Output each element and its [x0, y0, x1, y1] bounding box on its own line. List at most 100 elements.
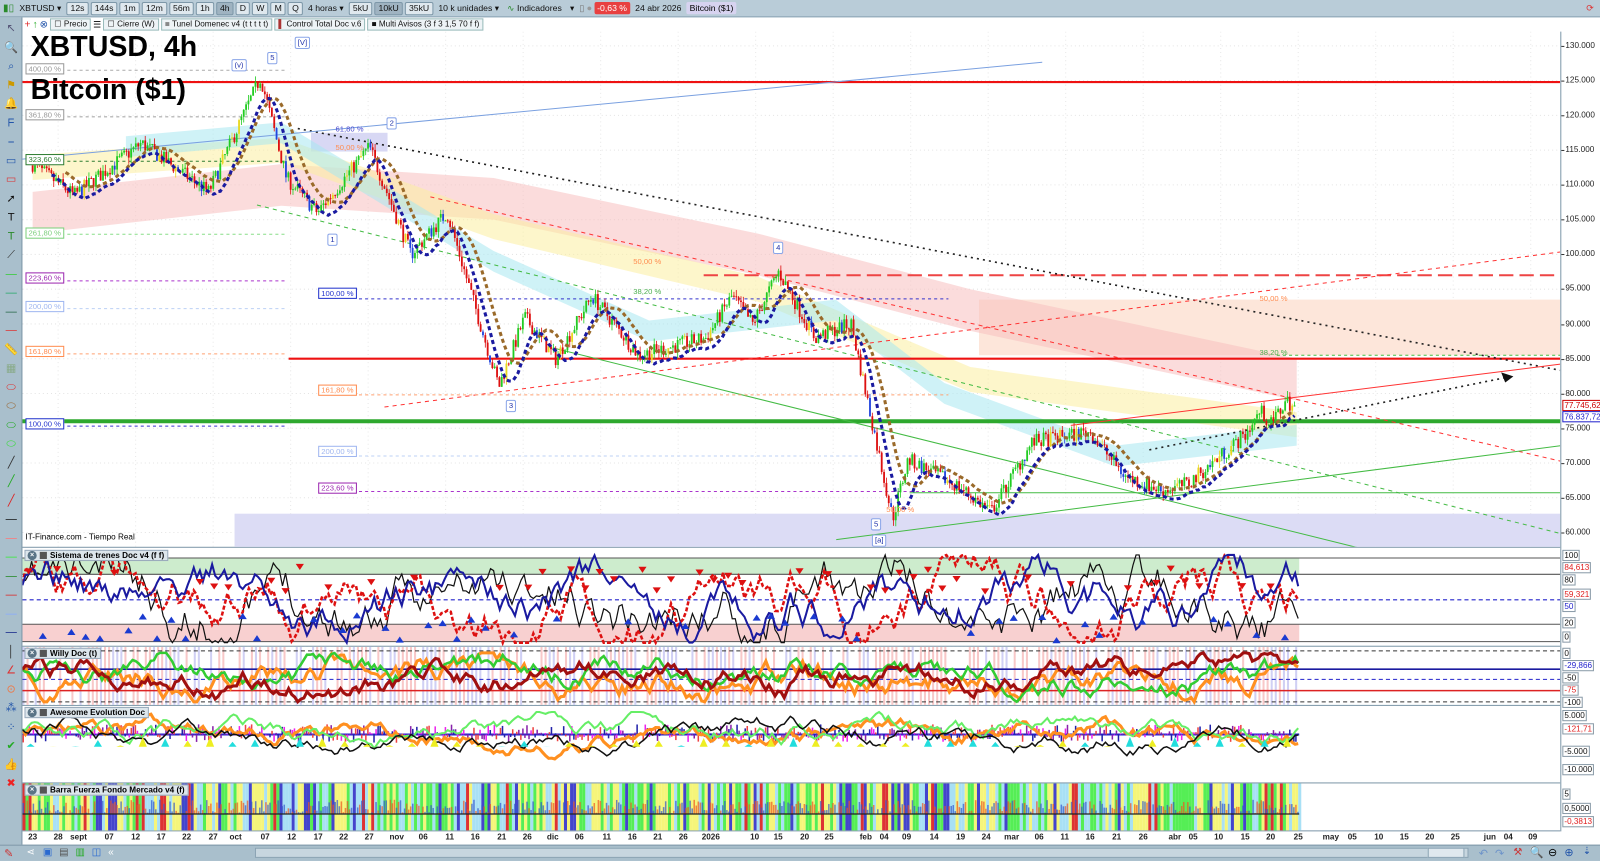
vline-icon[interactable]: │: [7, 645, 15, 658]
refresh-icon[interactable]: ⟳: [1586, 2, 1594, 13]
text-icon[interactable]: T: [7, 211, 15, 224]
hline-black-icon[interactable]: —: [5, 513, 17, 526]
wave-label[interactable]: 1: [327, 233, 338, 246]
close-panel-icon[interactable]: ×: [27, 648, 37, 658]
interval-1h-button[interactable]: 1h: [196, 1, 214, 15]
compare-icon[interactable]: ▥: [75, 846, 86, 858]
thumbs-up-icon[interactable]: 👍: [4, 758, 19, 771]
close-panel-icon[interactable]: ×: [27, 707, 37, 718]
legend-multi-avisos[interactable]: ■ Multi Avisos (3 f 3 1,5 70 f f): [367, 18, 484, 31]
template-icon[interactable]: ▤: [59, 846, 69, 858]
line-green-icon[interactable]: ╱: [7, 475, 15, 488]
wave-label[interactable]: 4: [773, 241, 784, 255]
close-panel-icon[interactable]: ×: [27, 785, 37, 795]
info-icon[interactable]: ▯: [579, 2, 585, 13]
hline-green-icon[interactable]: —: [5, 267, 17, 281]
collapse-icon[interactable]: «: [108, 846, 114, 858]
unit-10kU-button[interactable]: 10kU: [374, 1, 403, 15]
interval-4h-button[interactable]: 4h: [215, 1, 234, 15]
target-icon[interactable]: ⊙: [6, 682, 16, 696]
interval-M-button[interactable]: M: [270, 1, 286, 15]
ruler-icon[interactable]: 📏: [4, 343, 19, 356]
wave-label[interactable]: 5: [870, 518, 882, 531]
arrow-icon[interactable]: ➚: [6, 192, 16, 205]
rectangle-red-icon[interactable]: ▭: [5, 173, 17, 186]
undo-icon[interactable]: ↶: [1478, 847, 1489, 860]
line-black-icon[interactable]: ╱: [7, 456, 15, 469]
units-select[interactable]: 10 k unidades ▾: [438, 2, 500, 13]
interval-W-button[interactable]: W: [252, 1, 269, 15]
panel-willy[interactable]: × Willy Doc (t): [22, 646, 1561, 706]
wave-label[interactable]: 5: [267, 52, 278, 65]
callout-icon[interactable]: T: [7, 230, 15, 243]
ellipse-brown-icon[interactable]: ⬭: [6, 399, 17, 413]
segment-icon[interactable]: ⟋: [7, 248, 16, 262]
panel-sistema-trenes[interactable]: × Sistema de trenes Doc v4 (f f): [22, 549, 1561, 647]
interval-56m-button[interactable]: 56m: [168, 1, 194, 15]
settings-icon[interactable]: ⊗: [39, 18, 49, 31]
legend-tunel[interactable]: ■ Tunel Domenec v4 (t t t t t): [160, 18, 273, 31]
channel-icon[interactable]: ▦: [5, 362, 17, 375]
hline-red-icon[interactable]: —: [5, 324, 17, 337]
redo-icon[interactable]: ↷: [1495, 847, 1505, 860]
wave-label[interactable]: 2: [386, 117, 397, 130]
wave-label[interactable]: 3: [505, 399, 517, 413]
share-icon[interactable]: ⋖: [26, 846, 36, 858]
legend-control-total[interactable]: ▌ Control Total Doc v.6: [274, 18, 366, 31]
rectangle-blue-icon[interactable]: ▭: [5, 154, 17, 167]
bell-icon[interactable]: 🔔: [4, 97, 19, 111]
hline-salmon-icon[interactable]: —: [5, 531, 17, 545]
line-red-icon[interactable]: ╱: [7, 494, 15, 507]
wave-label[interactable]: [V]: [294, 36, 311, 49]
hline-navy-icon[interactable]: —: [5, 626, 17, 639]
check-icon[interactable]: ✔: [6, 739, 16, 752]
hline-dark-icon[interactable]: —: [5, 305, 17, 318]
comment-icon[interactable]: ▣: [42, 846, 53, 858]
move-up-icon[interactable]: ↑: [32, 18, 38, 31]
chart-type-icon[interactable]: ▮▯: [3, 2, 15, 14]
window-icon[interactable]: ◫: [91, 846, 102, 858]
interval-12m-button[interactable]: 12m: [141, 1, 167, 15]
legend-precio[interactable]: ☐ Precio: [50, 18, 92, 31]
wave-label[interactable]: (v): [231, 59, 247, 72]
interval-12s-button[interactable]: 12s: [66, 1, 89, 15]
add-indicator-icon[interactable]: +: [24, 18, 31, 31]
alert-line-icon[interactable]: ⚑: [6, 79, 17, 92]
interval-1m-button[interactable]: 1m: [119, 1, 140, 15]
zoom-fit-icon[interactable]: 🔍: [1529, 846, 1544, 859]
price-chart[interactable]: XBTUSD, 4h Bitcoin ($1) 400,00 % 361,80 %…: [22, 31, 1561, 548]
abc-wave-icon[interactable]: ⁘: [6, 720, 16, 733]
scrollbar-thumb[interactable]: [1427, 847, 1465, 858]
wave-label[interactable]: [a]: [871, 534, 887, 547]
hline-dkgreen-icon[interactable]: —: [5, 286, 17, 299]
interval-144s-button[interactable]: 144s: [90, 1, 118, 15]
ellipse-green-icon[interactable]: ⬭: [6, 418, 17, 431]
panel-barra-fuerza[interactable]: × Barra Fuerza Fondo Mercado v4 (f): [22, 783, 1561, 832]
angle-icon[interactable]: ∠: [6, 664, 17, 677]
ellipse-red-icon[interactable]: ⬭: [6, 381, 17, 394]
horizontal-scrollbar[interactable]: [254, 847, 1469, 858]
price-axis[interactable]: 130.000 125.000 120.000 115.000 110.000 105.0…: [1560, 31, 1600, 832]
unit-5kU-button[interactable]: 5kU: [348, 1, 373, 15]
panel-awesome[interactable]: × Awesome Evolution Doc: [22, 706, 1561, 784]
fib-level-icon[interactable]: ⎯: [8, 135, 15, 148]
date-axis[interactable]: 23 28 sept 07 12 17 22 27 oct 07 12 17 22 27 nov 06 11 16…: [22, 831, 1560, 844]
unit-35kU-button[interactable]: 35kU: [404, 1, 434, 15]
delete-icon[interactable]: ✖: [6, 777, 16, 790]
pointer-icon[interactable]: ↖: [6, 22, 16, 35]
symbol-select[interactable]: XBTUSD ▾: [19, 2, 62, 13]
interval-D-button[interactable]: D: [235, 1, 251, 15]
hline-green2-icon[interactable]: —: [5, 569, 17, 582]
interval-Q-button[interactable]: Q: [287, 1, 303, 15]
legend-cierre[interactable]: ☐ Cierre (W): [103, 18, 159, 31]
zoom-out-icon[interactable]: ⊖: [1548, 846, 1558, 859]
more-icon[interactable]: ⇣: [1582, 845, 1592, 857]
hline-lightblue-icon[interactable]: —: [5, 607, 17, 620]
zoom-icon[interactable]: 🔍: [4, 41, 19, 54]
zoom-area-icon[interactable]: ⌕: [8, 60, 15, 73]
fibonacci-icon[interactable]: ᖴ: [7, 116, 15, 130]
tools-icon[interactable]: ⚒: [1513, 846, 1523, 858]
list-icon[interactable]: ☰: [93, 18, 102, 30]
draw-icon[interactable]: ✎: [4, 847, 14, 860]
indicators-button[interactable]: ∿ Indicadores: [504, 2, 565, 15]
